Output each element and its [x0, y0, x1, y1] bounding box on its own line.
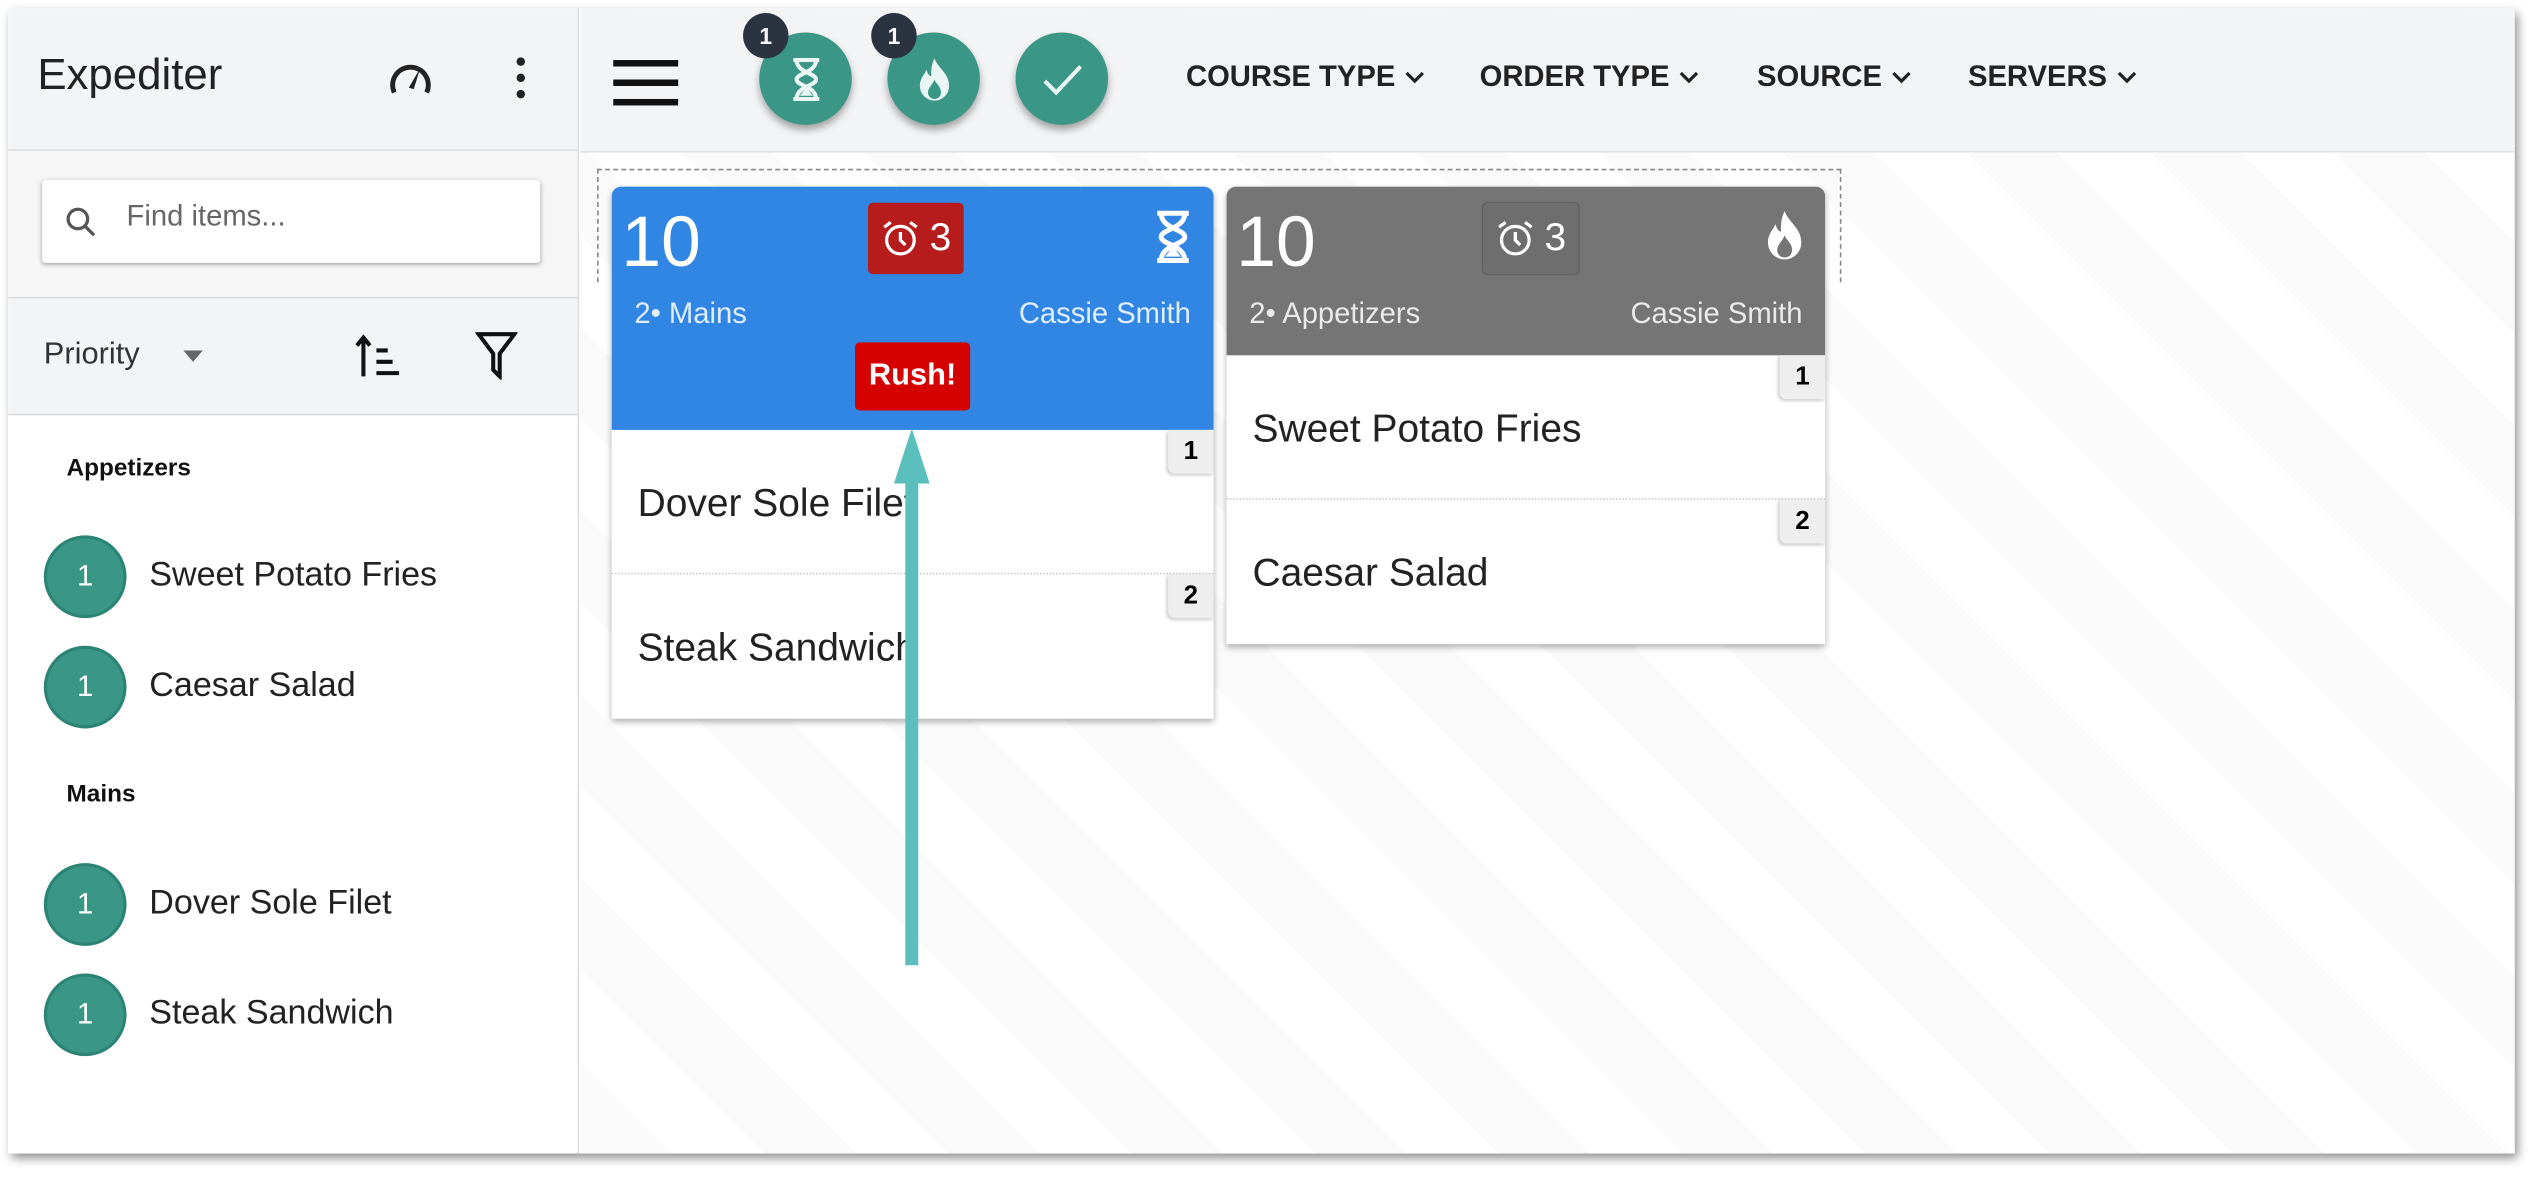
- ticket-number: 10: [621, 202, 701, 283]
- completed-filter-button[interactable]: [1015, 32, 1109, 125]
- search-box[interactable]: [42, 180, 541, 263]
- item-name: Steak Sandwich: [149, 994, 394, 1032]
- group-heading: Mains: [66, 780, 136, 808]
- item-name: Steak Sandwich: [637, 626, 917, 671]
- ticket-item[interactable]: 2 Steak Sandwich: [612, 574, 1214, 718]
- alarm-clock-icon: [883, 220, 918, 256]
- ticket-header: 10 3 2• Appetizers Cassie Smith: [1226, 186, 1826, 356]
- sort-select[interactable]: Priority: [43, 337, 140, 372]
- list-item[interactable]: 1 Dover Sole Filet: [43, 861, 392, 946]
- filter-order-type[interactable]: ORDER TYPE: [1480, 60, 1699, 94]
- chevron-down-icon: [2117, 71, 2136, 83]
- rush-badge: Rush!: [855, 342, 971, 411]
- waiting-count-badge: 1: [743, 12, 789, 59]
- chevron-down-icon: [1892, 71, 1911, 83]
- ticket-item[interactable]: 1 Sweet Potato Fries: [1226, 355, 1826, 500]
- ticket-item[interactable]: 2 Caesar Salad: [1227, 499, 1826, 644]
- item-count: 1: [43, 534, 127, 618]
- chevron-down-icon: [1679, 71, 1699, 83]
- menu-icon[interactable]: [613, 60, 679, 109]
- ticket-number: 10: [1236, 202, 1316, 283]
- search-input[interactable]: [126, 199, 516, 234]
- filter-label: SERVERS: [1967, 60, 2108, 93]
- ticket-course: 2• Appetizers: [1249, 296, 1421, 330]
- selection-outline: [597, 168, 1842, 283]
- filter-course-type[interactable]: COURSE TYPE: [1186, 60, 1425, 94]
- hourglass-icon: [1157, 210, 1189, 263]
- group-heading: Appetizers: [66, 454, 191, 482]
- ticket-server: Cassie Smith: [1630, 296, 1803, 330]
- filter-label: SOURCE: [1757, 60, 1883, 93]
- check-icon: [1042, 64, 1082, 95]
- fire-icon: [919, 57, 949, 100]
- sidebar-header: Expediter: [8, 8, 578, 151]
- more-options-icon[interactable]: [514, 57, 527, 99]
- fired-count-badge: 1: [871, 12, 917, 59]
- hourglass-icon: [792, 57, 819, 101]
- item-count: 1: [43, 862, 127, 946]
- chevron-down-icon: [1405, 71, 1425, 83]
- filter-label: COURSE TYPE: [1185, 60, 1396, 93]
- item-count: 1: [43, 644, 127, 728]
- annotation-arrow: [893, 428, 930, 966]
- filter-servers[interactable]: SERVERS: [1968, 60, 2136, 94]
- app-window: Expediter Priority Appetizers 1 Sweet Pot…: [8, 8, 2515, 1154]
- filter-icon[interactable]: [475, 331, 518, 380]
- search-area: [8, 150, 578, 299]
- item-count: 1: [43, 972, 127, 1056]
- filter-label: ORDER TYPE: [1479, 60, 1670, 93]
- ticket-course: 2• Mains: [634, 296, 747, 330]
- item-name: Sweet Potato Fries: [149, 556, 438, 594]
- fire-icon: [1767, 211, 1802, 260]
- sidebar: Expediter Priority Appetizers 1 Sweet Pot…: [8, 8, 580, 1154]
- ticket-header: 10 3 2• Mains Cassie Smith Rush!: [611, 186, 1214, 430]
- ticket-server: Cassie Smith: [1018, 296, 1191, 330]
- toolbar: 1 1 COURSE TYPE ORDER TYPE SOURCE SERVER…: [580, 8, 2515, 153]
- seat-number: 2: [1779, 499, 1826, 544]
- timer-value: 3: [929, 215, 952, 260]
- item-name: Dover Sole Filet: [637, 481, 915, 526]
- search-icon: [66, 207, 96, 237]
- item-name: Caesar Salad: [149, 666, 356, 705]
- ticket-timer: 3: [1482, 202, 1580, 275]
- chevron-down-icon[interactable]: [183, 350, 203, 362]
- list-item[interactable]: 1 Caesar Salad: [43, 644, 356, 728]
- seat-number: 1: [1168, 429, 1214, 474]
- list-item[interactable]: 1 Sweet Potato Fries: [43, 534, 438, 618]
- list-item[interactable]: 1 Steak Sandwich: [43, 972, 394, 1056]
- seat-number: 2: [1168, 574, 1214, 619]
- sort-bar: Priority: [8, 298, 578, 416]
- filter-source[interactable]: SOURCE: [1757, 60, 1911, 94]
- item-name: Caesar Salad: [1252, 551, 1489, 596]
- timer-value: 3: [1544, 215, 1567, 260]
- speedometer-icon[interactable]: [386, 57, 435, 99]
- ticket-board: 1 1 COURSE TYPE ORDER TYPE SOURCE SERVER…: [580, 8, 2515, 1154]
- item-name: Sweet Potato Fries: [1252, 407, 1582, 452]
- ticket-timer: 3: [867, 202, 965, 275]
- ticket-card[interactable]: 10 3 2• Appetizers Cassie Smith 1 Sweet P…: [1226, 186, 1826, 645]
- item-name: Dover Sole Filet: [149, 884, 392, 922]
- app-title: Expediter: [37, 50, 223, 99]
- sort-order-icon[interactable]: [355, 334, 407, 379]
- alarm-clock-icon: [1498, 220, 1533, 256]
- seat-number: 1: [1779, 355, 1826, 400]
